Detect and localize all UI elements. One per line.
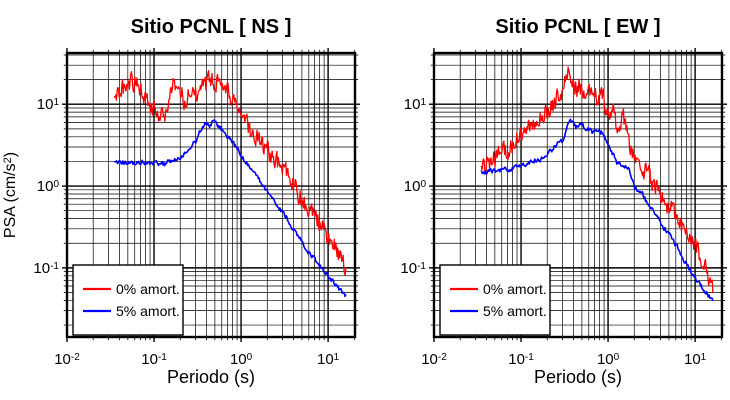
svg-text:5% amort.: 5% amort. [483,303,547,319]
svg-text:5% amort.: 5% amort. [116,303,180,319]
svg-text:Periodo (s): Periodo (s) [167,367,255,387]
svg-text:0% amort.: 0% amort. [116,281,180,297]
svg-text:Sitio PCNL [ NS ]: Sitio PCNL [ NS ] [131,16,292,38]
svg-text:PSA (cm/s2): PSA (cm/s2) [2,152,19,238]
svg-text:Periodo (s): Periodo (s) [534,367,622,387]
svg-text:0% amort.: 0% amort. [483,281,547,297]
svg-text:Sitio PCNL [ EW ]: Sitio PCNL [ EW ] [495,16,660,38]
